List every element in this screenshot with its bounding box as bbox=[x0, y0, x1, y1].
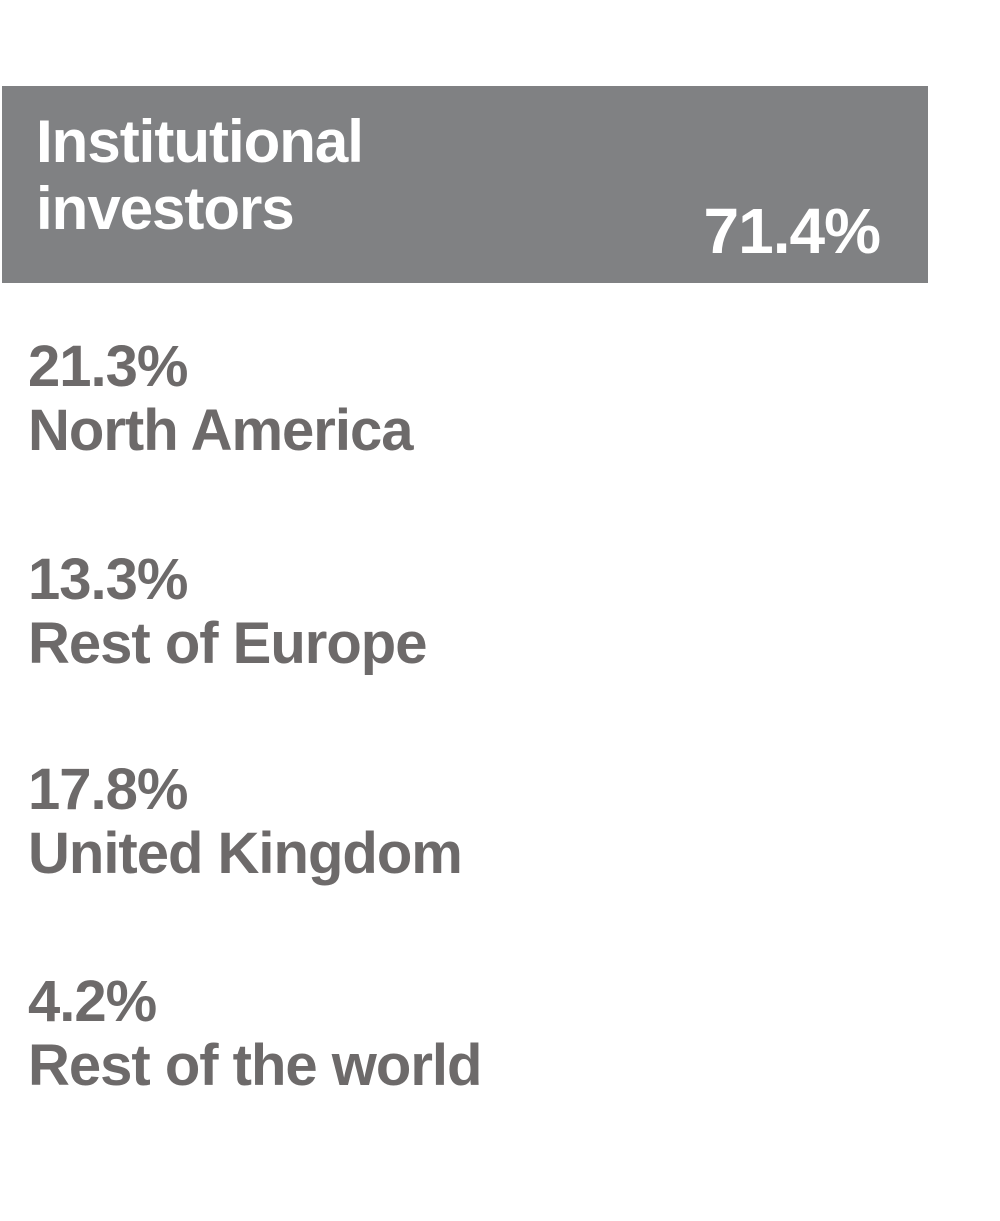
item: 13.3% Rest of Europe bbox=[28, 548, 427, 676]
header-label: Institutional investors bbox=[36, 108, 364, 242]
item: 4.2% Rest of the world bbox=[28, 969, 482, 1098]
item-value: 13.3% bbox=[28, 547, 188, 612]
item: 17.8% United Kingdom bbox=[28, 757, 463, 886]
item-value: 4.2% bbox=[28, 969, 157, 1034]
item-label: North America bbox=[28, 398, 414, 463]
header-box: Institutional investors 71.4% bbox=[2, 86, 928, 283]
item-value: 21.3% bbox=[28, 334, 188, 399]
item: 21.3% North America bbox=[28, 334, 414, 463]
item-label: United Kingdom bbox=[28, 821, 463, 886]
item-value: 17.8% bbox=[28, 757, 188, 822]
item-label: Rest of the world bbox=[28, 1033, 482, 1098]
header-value: 71.4% bbox=[703, 195, 881, 267]
item-label: Rest of Europe bbox=[28, 611, 427, 676]
